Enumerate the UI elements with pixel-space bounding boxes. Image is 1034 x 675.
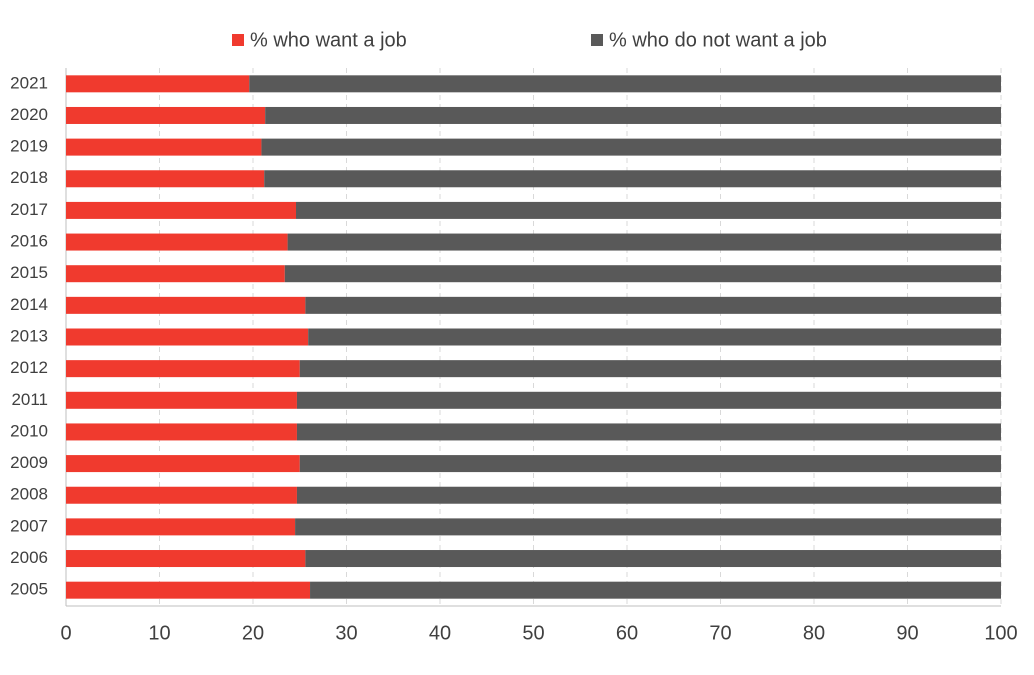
x-tick-label: 0: [60, 622, 71, 644]
bar-segment: [296, 486, 1001, 504]
bar-segment: [66, 486, 297, 504]
bar-segment: [66, 518, 296, 536]
bar-segment: [264, 170, 1002, 188]
x-tick-label: 90: [896, 622, 918, 644]
x-tick-label: 10: [148, 622, 170, 644]
x-tick-label: 50: [522, 622, 544, 644]
bar-segment: [284, 265, 1001, 283]
bar-segment: [66, 360, 300, 378]
bar-segment: [66, 581, 311, 599]
y-tick-label: 2011: [11, 390, 48, 409]
y-tick-label: 2021: [10, 73, 48, 92]
y-tick-label: 2017: [10, 200, 48, 219]
bar-segment: [66, 201, 297, 219]
y-tick-label: 2005: [10, 580, 48, 599]
y-tick-label: 2020: [10, 105, 48, 124]
x-tick-label: 80: [803, 622, 825, 644]
bar-segment: [66, 170, 265, 188]
bar-segment: [66, 106, 266, 124]
bar-segment: [296, 391, 1001, 409]
x-tick-label: 20: [242, 622, 264, 644]
y-tick-label: 2009: [10, 453, 48, 472]
bar-segment: [299, 360, 1001, 378]
y-tick-label: 2016: [10, 232, 48, 251]
bar-segment: [296, 201, 1001, 219]
y-tick-label: 2007: [10, 516, 48, 535]
bar-segment: [295, 518, 1001, 536]
bar-segment: [66, 233, 288, 251]
bar-segment: [66, 75, 250, 93]
legend-label: % who do not want a job: [609, 29, 827, 51]
y-tick-label: 2006: [10, 548, 48, 567]
bar-segment: [66, 423, 297, 441]
bar-segment: [66, 296, 306, 314]
y-tick-label: 2019: [10, 137, 48, 156]
bar-segment: [305, 296, 1001, 314]
bar-segment: [299, 455, 1001, 473]
y-tick-label: 2014: [10, 295, 48, 314]
x-tick-label: 70: [709, 622, 731, 644]
bar-segment: [265, 106, 1001, 124]
x-tick-label: 30: [335, 622, 357, 644]
legend-swatch: [591, 34, 603, 46]
bar-segment: [305, 550, 1001, 568]
bar-segment: [296, 423, 1001, 441]
bar-segment: [66, 265, 285, 283]
bar-segment: [249, 75, 1001, 93]
x-tick-label: 60: [616, 622, 638, 644]
bar-segment: [66, 455, 300, 473]
bar-segment: [310, 581, 1001, 599]
bar-segment: [66, 328, 309, 346]
y-tick-label: 2010: [10, 421, 48, 440]
legend-label: % who want a job: [250, 29, 407, 51]
bar-segment: [287, 233, 1002, 251]
y-tick-label: 2015: [10, 263, 48, 282]
legend-swatch: [232, 34, 244, 46]
y-tick-label: 2008: [10, 485, 48, 504]
bar-segment: [66, 138, 262, 156]
x-tick-label: 100: [984, 622, 1017, 644]
bar-segment: [66, 391, 297, 409]
bar-segment: [308, 328, 1001, 346]
bar-segment: [261, 138, 1001, 156]
y-tick-label: 2013: [10, 326, 48, 345]
bar-segment: [66, 550, 306, 568]
y-tick-label: 2018: [10, 168, 48, 187]
y-tick-label: 2012: [10, 358, 48, 377]
x-tick-label: 40: [429, 622, 451, 644]
